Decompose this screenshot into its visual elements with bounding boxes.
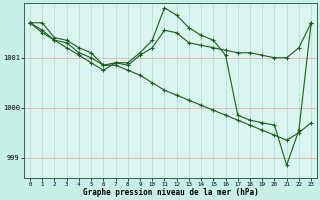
X-axis label: Graphe pression niveau de la mer (hPa): Graphe pression niveau de la mer (hPa) <box>83 188 259 197</box>
